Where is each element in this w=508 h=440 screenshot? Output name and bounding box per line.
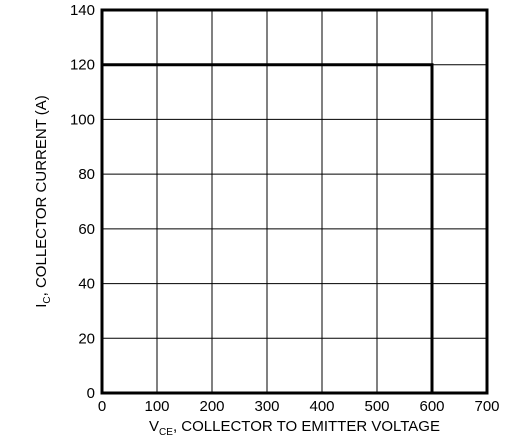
y-axis-title-suffix: , COLLECTOR CURRENT (A) (33, 95, 50, 296)
y-tick-label-6: 120 (70, 57, 95, 74)
x-axis-title-prefix: V (149, 418, 159, 435)
x-axis-title-suffix: , COLLECTOR TO EMITTER VOLTAGE (173, 418, 440, 435)
plot-area-border (100, 8, 489, 395)
y-axis-title-subscript: C (42, 296, 53, 303)
x-axis-title: VCE, COLLECTOR TO EMITTER VOLTAGE (149, 418, 440, 438)
y-tick-label-1: 20 (78, 330, 95, 347)
x-tick-label-6: 600 (419, 398, 444, 415)
y-tick-label-3: 60 (78, 221, 95, 238)
y-tick-label-2: 40 (78, 276, 95, 293)
y-tick-label-5: 100 (70, 111, 95, 128)
x-axis-title-subscript: CE (159, 427, 173, 438)
y-tick-label-4: 80 (78, 166, 95, 183)
x-tick-label-5: 500 (364, 398, 389, 415)
y-tick-labels: 0 20 40 60 80 100 120 140 (70, 2, 95, 402)
x-tick-label-7: 700 (474, 398, 499, 415)
y-tick-label-7: 140 (70, 2, 95, 19)
y-tick-label-0: 0 (87, 385, 95, 402)
x-tick-label-4: 400 (309, 398, 334, 415)
x-tick-label-2: 200 (199, 398, 224, 415)
x-tick-labels: 0 100 200 300 400 500 600 700 (98, 398, 500, 415)
x-tick-label-3: 300 (254, 398, 279, 415)
y-axis-title: IC, COLLECTOR CURRENT (A) (33, 95, 53, 308)
grid (102, 10, 487, 393)
y-axis-title-prefix: I (33, 304, 50, 308)
x-tick-label-1: 100 (144, 398, 169, 415)
x-tick-label-0: 0 (98, 398, 106, 415)
